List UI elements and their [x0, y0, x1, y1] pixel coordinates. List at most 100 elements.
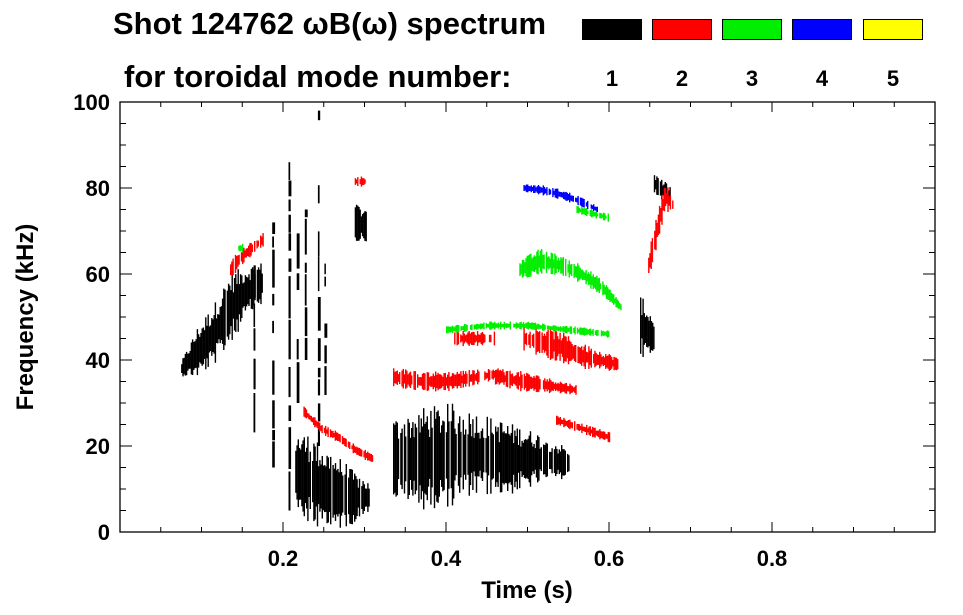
mode-2-segment	[590, 348, 592, 368]
mode-2-segment	[307, 413, 309, 418]
mode-1-segment	[182, 358, 184, 377]
mode-3-segment	[608, 289, 610, 300]
mode-2-segment	[602, 355, 604, 367]
mode-3-segment	[550, 252, 552, 275]
mode-1-segment	[184, 353, 187, 376]
mode-4-segment	[525, 184, 528, 193]
mode-2-segment	[531, 334, 534, 346]
mode-2-segment	[397, 374, 400, 382]
mode-1-segment	[437, 410, 439, 503]
mode-3-segment	[585, 269, 587, 285]
mode-2-segment	[549, 329, 552, 360]
mode-3-segment	[616, 299, 618, 308]
mode-2-band	[230, 233, 264, 276]
mode-2-segment	[251, 244, 253, 253]
mode-3-segment	[605, 331, 607, 337]
mode-1-segment	[313, 443, 315, 522]
mode-3-segment	[595, 210, 597, 219]
mode-2-segment	[590, 429, 593, 434]
mode-2-segment	[535, 327, 537, 355]
mode-1-segment	[557, 453, 559, 470]
mode-1-segment	[367, 483, 369, 512]
mode-1-segment	[229, 285, 231, 335]
mode-1-segment	[551, 448, 553, 474]
mode-2-segment	[574, 421, 576, 431]
mode-3-segment	[577, 263, 579, 282]
mode-1-segment	[354, 473, 356, 522]
mode-1-segment	[425, 422, 427, 495]
mode-1-segment	[516, 428, 518, 490]
mode-1-segment	[208, 326, 211, 353]
mode-3-segment	[611, 293, 614, 304]
mode-2-segment	[401, 370, 403, 387]
mode-3-segment	[586, 274, 588, 282]
mode-3-segment	[592, 274, 594, 290]
mode-2-segment	[505, 371, 508, 387]
mode-2-segment	[355, 447, 357, 453]
mode-2-segment	[504, 375, 506, 382]
mode-1-segment	[330, 456, 332, 525]
mode-2-segment	[357, 177, 359, 186]
mode-3-segment	[538, 255, 540, 268]
mode-2-segment	[512, 376, 515, 384]
mode-3-segment	[524, 262, 526, 274]
mode-2-segment	[309, 415, 311, 420]
mode-3-segment	[593, 211, 595, 217]
mode-3-segment	[529, 254, 531, 277]
mode-1-segment	[354, 207, 357, 238]
mode-1-segment	[239, 274, 242, 322]
mode-2-segment	[566, 420, 569, 427]
mode-2-segment	[352, 443, 354, 454]
mode-2-segment	[316, 421, 318, 428]
mode-2-segment	[429, 377, 431, 386]
mode-1-segment	[253, 358, 256, 390]
mode-3-segment	[570, 326, 573, 334]
mode-2-segment	[663, 187, 666, 212]
mode-1-segment	[544, 445, 546, 475]
mode-2-segment	[545, 381, 547, 389]
mode-2-band	[303, 406, 374, 462]
mode-2-segment	[364, 449, 366, 460]
y-tick-label: 80	[86, 176, 110, 201]
mode-3-segment	[593, 277, 596, 288]
mode-1-segment	[352, 479, 355, 515]
mode-2-segment	[558, 383, 560, 391]
mode-3-segment	[598, 277, 600, 294]
mode-1-segment	[644, 317, 647, 343]
mode-3-segment	[241, 243, 244, 253]
mode-3-segment	[576, 327, 579, 334]
mode-3-segment	[589, 274, 591, 285]
mode-2-segment	[529, 331, 531, 349]
mode-1-segment	[317, 379, 321, 396]
mode-2-segment	[594, 350, 596, 368]
mode-2-segment	[234, 254, 237, 273]
mode-1-segment	[304, 262, 307, 273]
mode-1-segment	[643, 313, 645, 345]
mode-3-segment	[591, 330, 593, 335]
mode-2-segment	[463, 333, 466, 344]
mode-1-segment	[304, 451, 307, 504]
mode-3-segment	[610, 292, 612, 302]
mode-4-segment	[583, 199, 585, 208]
mode-2-segment	[304, 407, 306, 418]
mode-1-segment	[326, 455, 328, 524]
mode-1-segment	[350, 469, 352, 524]
mode-2-segment	[341, 436, 344, 445]
mode-2-band	[494, 369, 577, 395]
mode-2-segment	[368, 452, 370, 461]
mode-2-segment	[411, 375, 413, 385]
mode-1-segment	[393, 423, 395, 495]
mode-1-segment	[296, 445, 298, 500]
mode-3-segment	[515, 322, 517, 329]
mode-3-segment	[544, 325, 546, 330]
mode-3-segment	[590, 328, 592, 336]
mode-2-segment	[661, 194, 663, 225]
mode-1-spike	[296, 233, 300, 403]
mode-1-segment	[187, 353, 189, 371]
mode-1-segment	[309, 451, 311, 509]
mode-2-segment	[484, 371, 486, 381]
mode-2-segment	[605, 354, 607, 369]
mode-2-segment	[569, 383, 571, 395]
mode-2-segment	[583, 426, 585, 432]
mode-3-segment	[620, 304, 622, 311]
